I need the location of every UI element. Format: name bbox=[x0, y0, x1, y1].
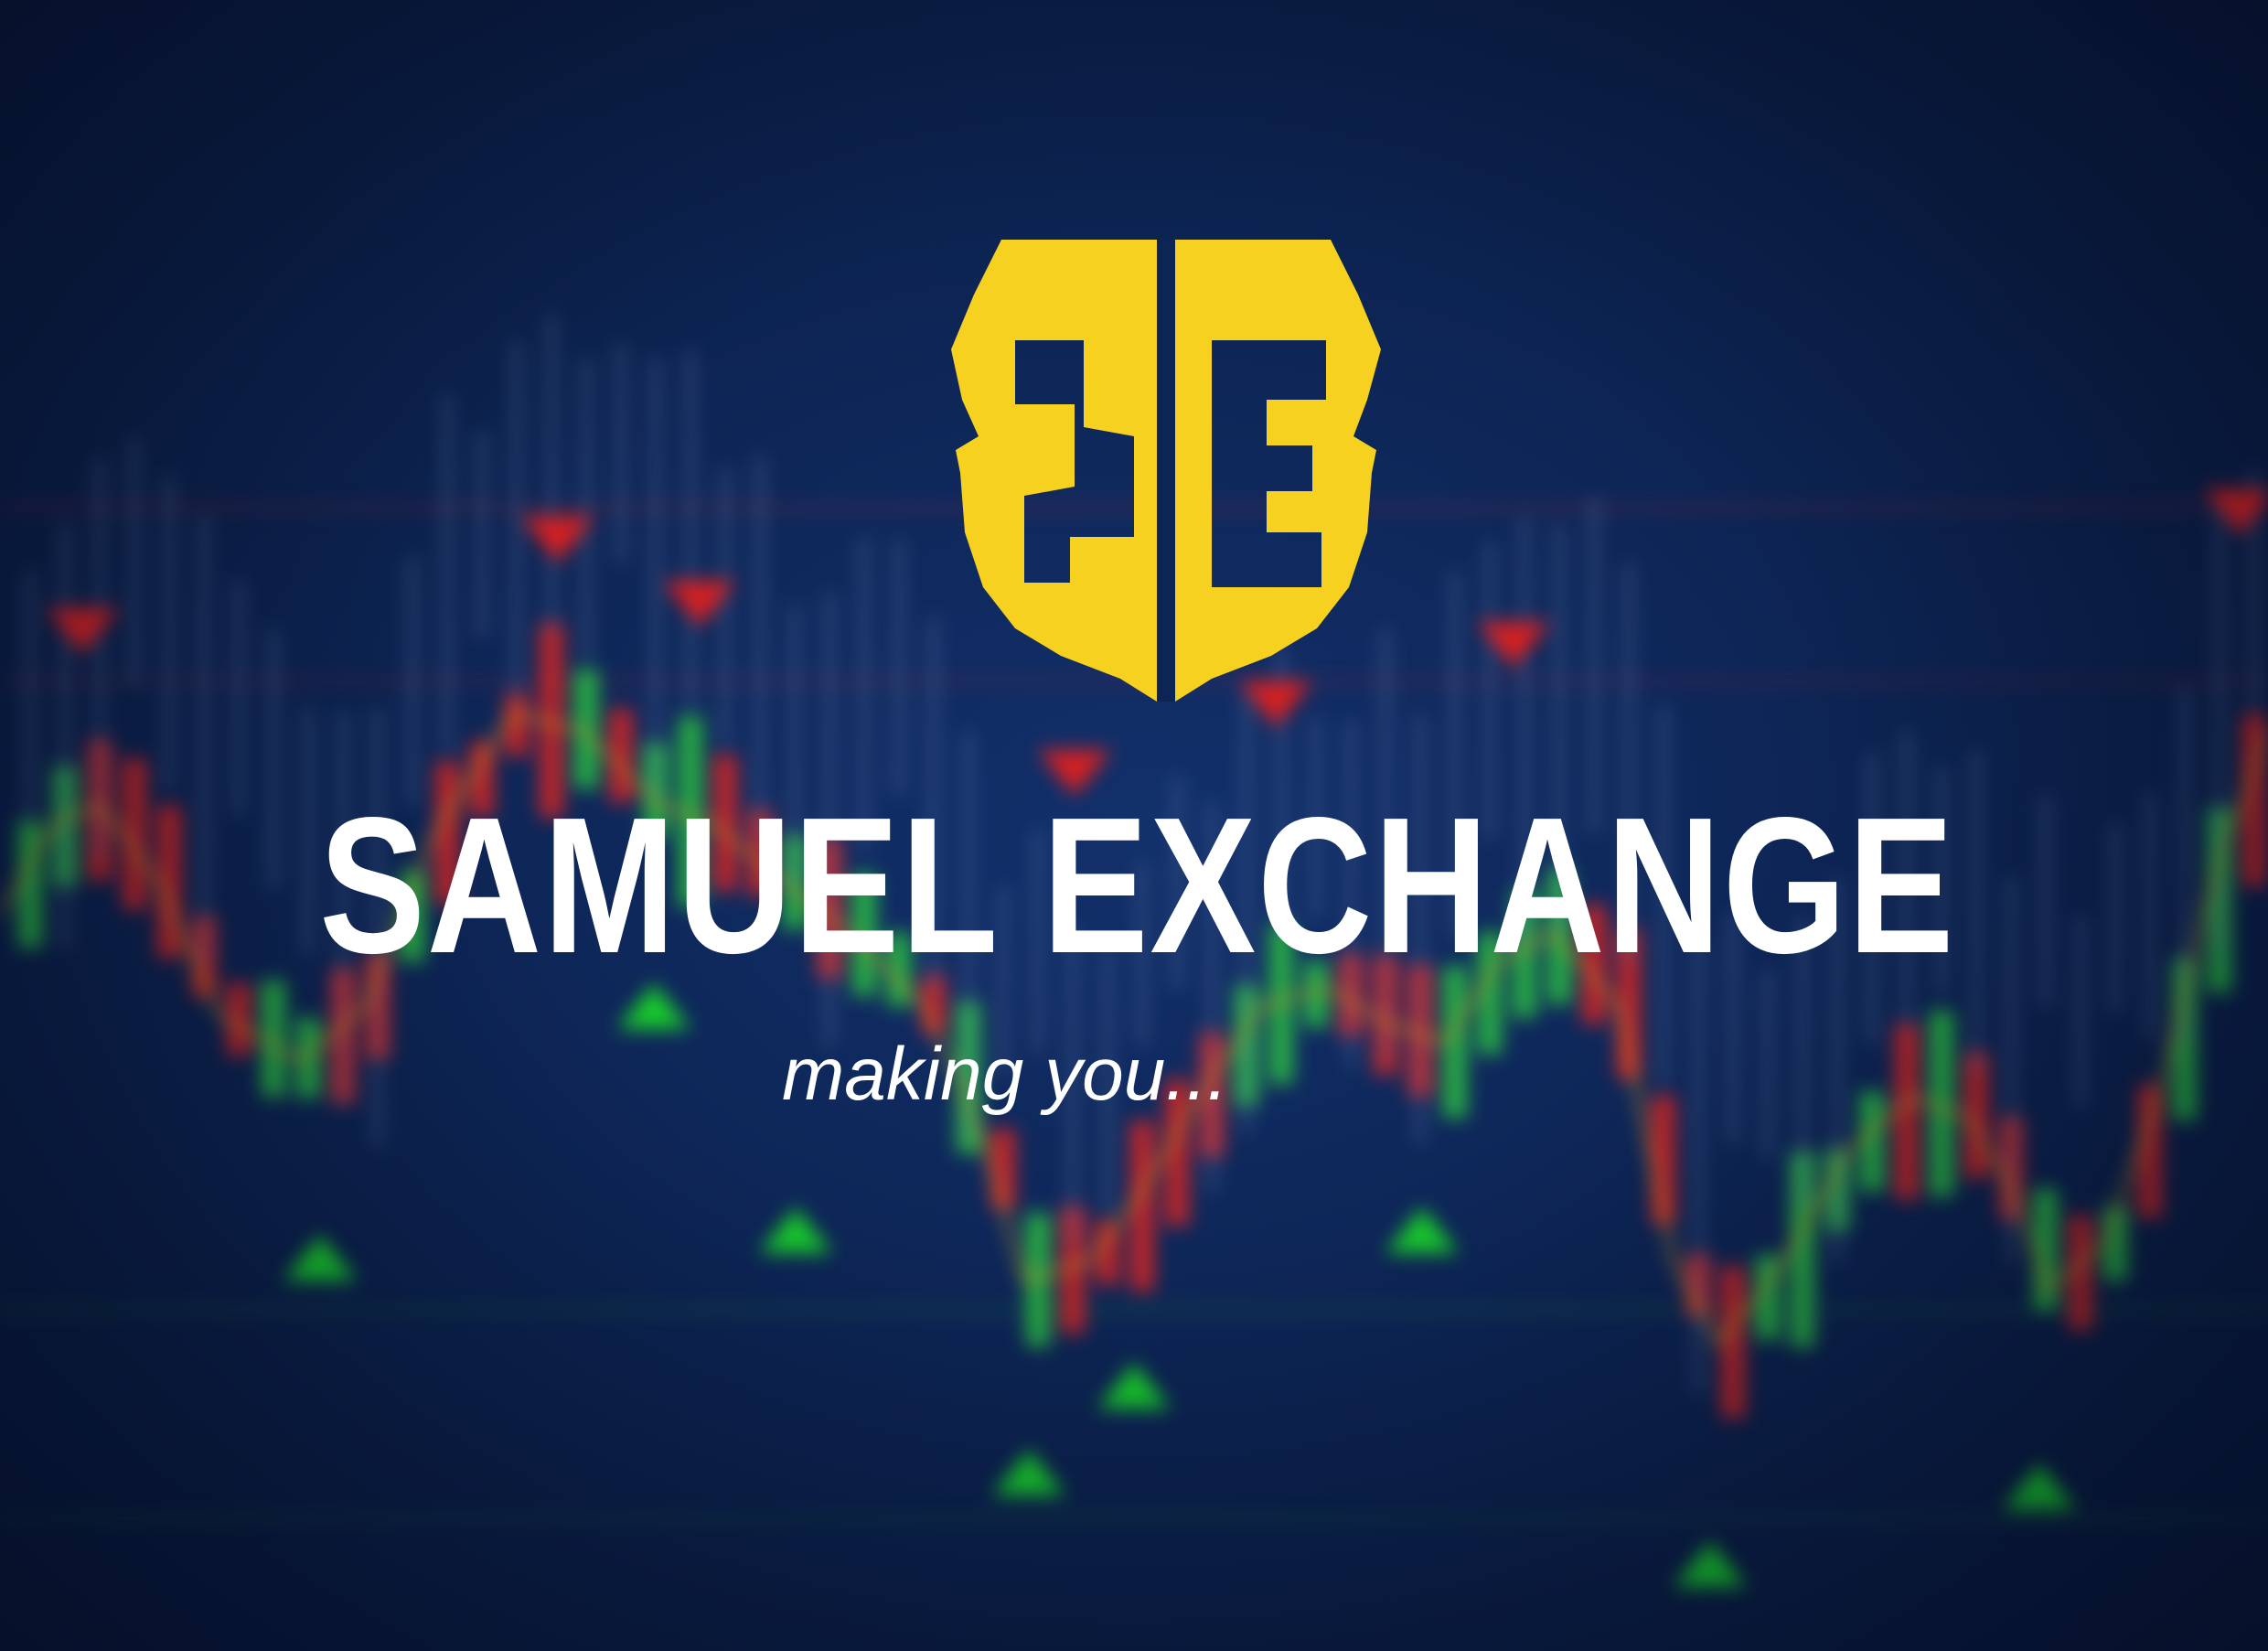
ghost-candle bbox=[894, 540, 904, 797]
candle bbox=[1096, 1220, 1119, 1285]
candle bbox=[991, 1129, 1015, 1209]
buy-marker-icon bbox=[759, 1207, 832, 1253]
candle bbox=[1895, 1024, 1919, 1200]
ghost-candle bbox=[443, 393, 452, 756]
ghost-candle bbox=[408, 557, 417, 805]
ghost-candle bbox=[2111, 822, 2120, 1014]
ghost-candle bbox=[512, 340, 521, 702]
candle bbox=[2138, 1084, 2162, 1218]
brand-name: SAMUEL EXCHANGE bbox=[319, 777, 1956, 993]
tagline: making you... bbox=[782, 1033, 1228, 1116]
buy-marker-icon bbox=[1385, 1207, 1459, 1253]
candle bbox=[123, 758, 146, 910]
candle bbox=[1860, 1091, 1884, 1192]
candle bbox=[2034, 1188, 2058, 1311]
ghost-candle bbox=[2076, 916, 2085, 1108]
buy-marker-icon bbox=[284, 1235, 357, 1281]
ghost-candle bbox=[2145, 792, 2155, 1040]
ghost-candle bbox=[1694, 939, 1703, 1395]
se-shield-logo-icon bbox=[951, 240, 1381, 702]
ghost-candle bbox=[95, 458, 104, 856]
candle bbox=[157, 805, 181, 960]
sell-marker-icon bbox=[46, 608, 119, 654]
ghost-candle bbox=[547, 314, 556, 634]
ghost-candle bbox=[477, 430, 487, 638]
candle bbox=[505, 693, 529, 756]
ghost-candle bbox=[2215, 509, 2224, 952]
buy-marker-icon bbox=[992, 1450, 1065, 1496]
ghost-candle bbox=[721, 466, 730, 749]
buy-marker-icon bbox=[1097, 1363, 1171, 1409]
ghost-candle bbox=[686, 350, 695, 710]
ghost-candle bbox=[651, 357, 660, 807]
ghost-candle bbox=[26, 571, 35, 821]
ghost-candle bbox=[60, 523, 70, 948]
candle bbox=[1130, 1120, 1154, 1292]
ghost-candle bbox=[165, 474, 174, 791]
ghost-candle bbox=[582, 358, 591, 662]
ghost-candle bbox=[130, 438, 139, 687]
ghost-candle bbox=[1763, 969, 1772, 1159]
buy-marker-icon bbox=[1674, 1541, 1747, 1587]
ghost-candle bbox=[616, 344, 626, 563]
buy-marker-icon bbox=[2003, 1463, 2076, 1509]
candle bbox=[1721, 1266, 1745, 1419]
candle bbox=[18, 820, 42, 948]
